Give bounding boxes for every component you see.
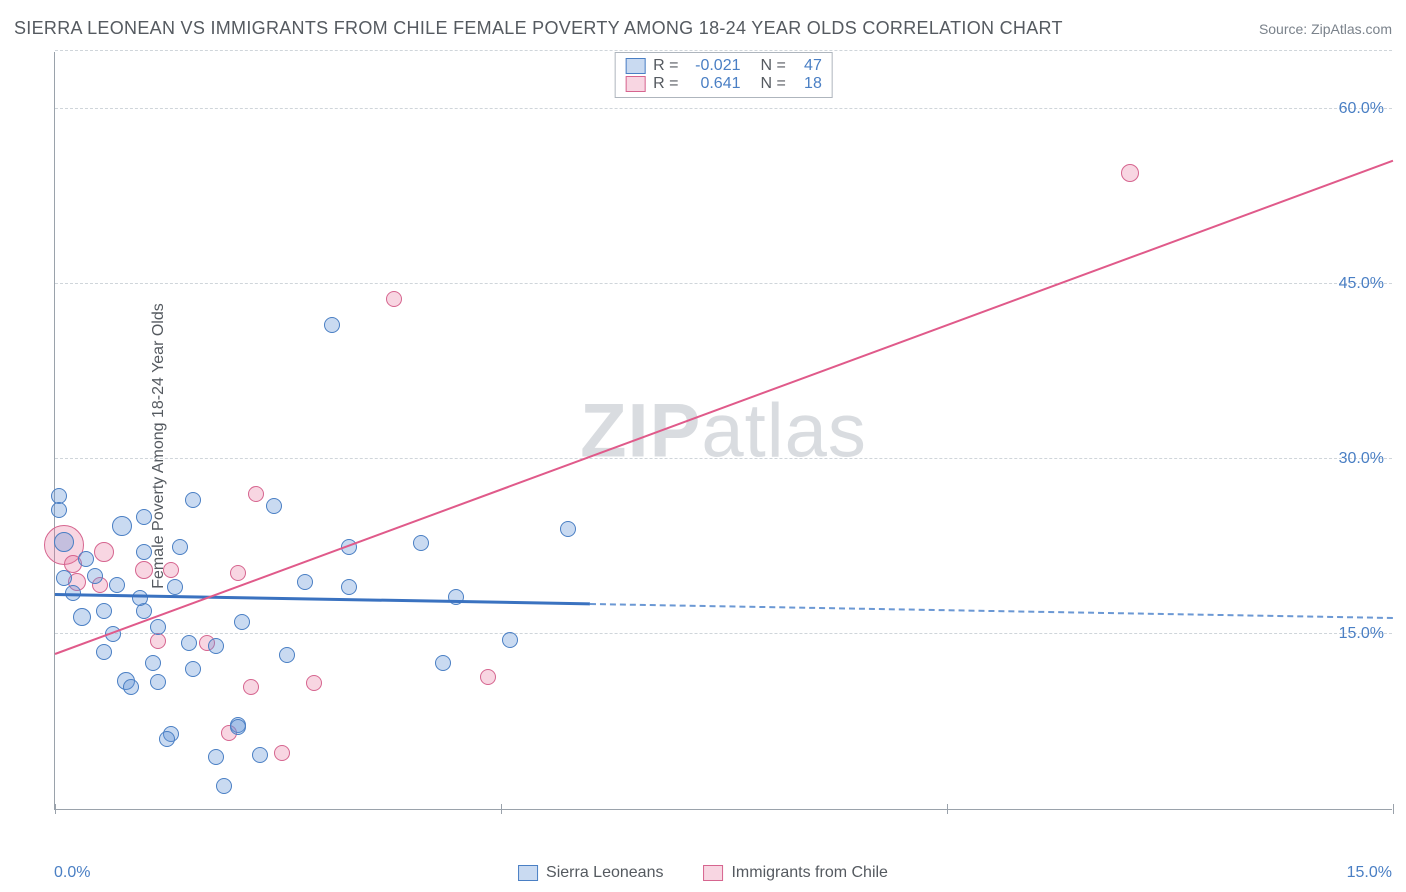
data-point-blue [185,492,201,508]
legend-swatch-pink [625,76,645,92]
chart-title: SIERRA LEONEAN VS IMMIGRANTS FROM CHILE … [14,18,1063,39]
r-label: R = [653,57,678,75]
data-point-pink [163,562,179,578]
data-point-blue [78,551,94,567]
stats-legend-row: R = 0.641 N = 18 [625,75,822,93]
data-point-pink [386,291,402,307]
data-point-blue [109,577,125,593]
data-point-blue [87,568,103,584]
data-point-pink [1121,164,1139,182]
data-point-pink [135,561,153,579]
x-tick [947,804,948,814]
data-point-blue [252,747,268,763]
r-value: -0.021 [687,57,741,75]
regression-line-blue-extrapolated [590,603,1393,619]
data-point-blue [112,516,132,536]
data-point-blue [279,647,295,663]
data-point-blue [341,579,357,595]
data-point-blue [297,574,313,590]
legend-swatch-blue [518,865,538,881]
data-point-blue [234,614,250,630]
data-point-blue [56,570,72,586]
x-tick-min: 0.0% [54,864,90,882]
data-point-blue [502,632,518,648]
data-point-blue [136,509,152,525]
r-label: R = [653,75,678,93]
legend-swatch-blue [625,58,645,74]
data-point-blue [230,719,246,735]
data-point-blue [413,535,429,551]
legend-item: Immigrants from Chile [703,864,887,882]
series-legend: Sierra Leoneans Immigrants from Chile [518,864,888,882]
data-point-pink [248,486,264,502]
r-value: 0.641 [687,75,741,93]
data-point-blue [132,590,148,606]
data-point-pink [480,669,496,685]
y-tick-label: 30.0% [1339,450,1384,468]
gridline [55,283,1392,284]
data-point-blue [150,619,166,635]
data-point-pink [230,565,246,581]
plot-area: ZIPatlas R = -0.021 N = 47 R = 0.641 N = 18 15.… [54,52,1392,810]
gridline [55,458,1392,459]
data-point-blue [266,498,282,514]
data-point-pink [243,679,259,695]
data-point-blue [150,674,166,690]
data-point-blue [96,644,112,660]
data-point-blue [216,778,232,794]
legend-label: Immigrants from Chile [731,864,887,882]
data-point-blue [145,655,161,671]
data-point-pink [94,542,114,562]
n-value: 47 [794,57,822,75]
legend-item: Sierra Leoneans [518,864,663,882]
n-label: N = [761,75,786,93]
n-value: 18 [794,75,822,93]
y-tick-label: 60.0% [1339,100,1384,118]
y-tick-label: 15.0% [1339,625,1384,643]
y-tick-label: 45.0% [1339,275,1384,293]
data-point-blue [181,635,197,651]
gridline [55,108,1392,109]
n-label: N = [761,57,786,75]
stats-legend-row: R = -0.021 N = 47 [625,57,822,75]
data-point-blue [159,731,175,747]
legend-label: Sierra Leoneans [546,864,663,882]
x-tick [55,804,56,814]
stats-legend: R = -0.021 N = 47 R = 0.641 N = 18 [614,52,833,98]
x-tick [501,804,502,814]
data-point-blue [208,638,224,654]
data-point-blue [167,579,183,595]
data-point-blue [51,502,67,518]
gridline [55,633,1392,634]
data-point-blue [172,539,188,555]
x-tick-max: 15.0% [1347,864,1392,882]
data-point-blue [208,749,224,765]
source-label: Source: ZipAtlas.com [1259,21,1392,37]
watermark: ZIPatlas [580,387,867,474]
data-point-blue [324,317,340,333]
data-point-blue [435,655,451,671]
legend-swatch-pink [703,865,723,881]
regression-line-pink [55,160,1394,655]
data-point-blue [73,608,91,626]
data-point-blue [136,544,152,560]
data-point-pink [150,633,166,649]
x-tick [1393,804,1394,814]
data-point-pink [306,675,322,691]
data-point-blue [96,603,112,619]
gridline [55,50,1392,51]
data-point-blue [54,532,74,552]
data-point-blue [185,661,201,677]
data-point-blue [123,679,139,695]
data-point-blue [560,521,576,537]
data-point-pink [274,745,290,761]
